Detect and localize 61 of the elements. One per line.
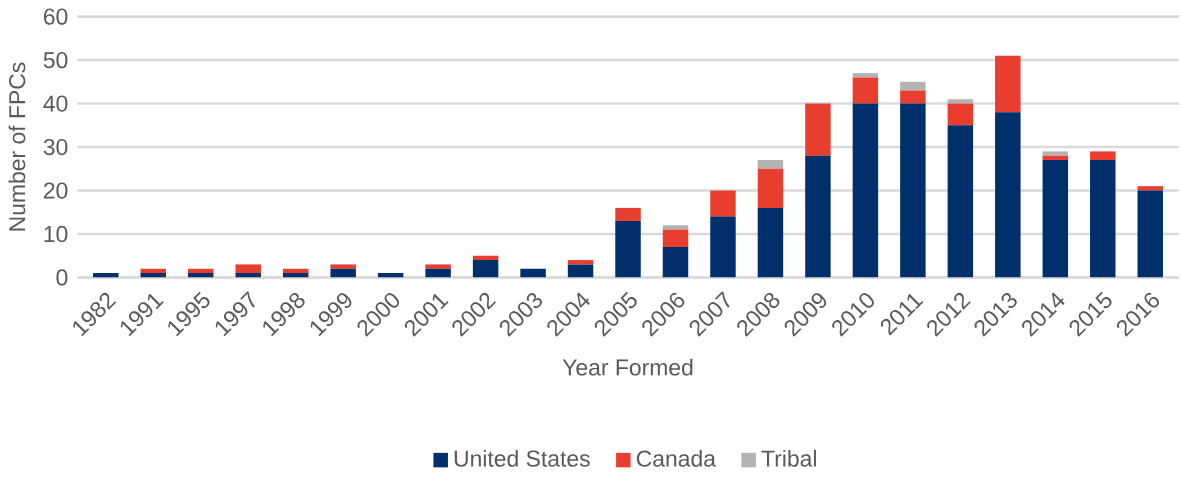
bar (282, 269, 309, 274)
bar (330, 269, 356, 278)
bar (472, 260, 499, 278)
bar (662, 247, 689, 278)
y-tick-label: 60 (43, 8, 68, 25)
y-tick-label: 30 (43, 139, 68, 156)
bar (995, 112, 1021, 278)
bar (900, 103, 926, 278)
bar (188, 273, 214, 278)
bar (188, 269, 214, 274)
bar (852, 73, 879, 78)
bar (947, 125, 974, 278)
y-tick-label: 50 (43, 52, 68, 69)
bar (235, 273, 261, 278)
bar (900, 90, 926, 104)
bar (710, 190, 736, 217)
bar (995, 55, 1021, 113)
bar (235, 264, 261, 274)
bar (140, 269, 166, 274)
y-tick-label: 10 (44, 226, 68, 243)
legend-label: Tribal (761, 450, 816, 467)
y-tick-label: 20 (43, 182, 68, 199)
bar (377, 273, 404, 278)
legend-label: United States (454, 450, 590, 467)
bar (757, 169, 784, 209)
bar (282, 273, 309, 278)
bar (805, 103, 831, 156)
bar (662, 229, 689, 248)
legend-label: Canada (636, 450, 716, 467)
bar (615, 221, 641, 278)
y-tick-label: 40 (43, 95, 68, 112)
bar (662, 225, 689, 230)
bar (947, 103, 974, 126)
bar (472, 255, 499, 261)
y-tick-label: 0 (56, 269, 68, 286)
bar (710, 216, 736, 278)
bar (805, 155, 831, 278)
bar (1090, 151, 1116, 161)
bar (330, 264, 356, 270)
bar (1042, 151, 1069, 156)
bar (567, 264, 594, 278)
bar (757, 208, 784, 278)
bar (140, 273, 166, 278)
bar (852, 103, 879, 278)
bar (425, 269, 451, 278)
bar (900, 82, 926, 91)
bar (1137, 186, 1163, 191)
bar (1042, 155, 1069, 161)
bar (1042, 160, 1069, 278)
bar (947, 99, 974, 104)
x-axis-title: Year Formed (562, 358, 693, 376)
bar (425, 264, 451, 270)
bar (757, 160, 784, 170)
bar (520, 269, 546, 278)
bar (615, 208, 641, 222)
bar (1090, 160, 1116, 278)
y-axis-title: Number of FPCs (8, 62, 26, 231)
bar (1137, 190, 1163, 278)
bar (852, 77, 879, 104)
bar (93, 273, 119, 278)
bar (567, 260, 594, 265)
